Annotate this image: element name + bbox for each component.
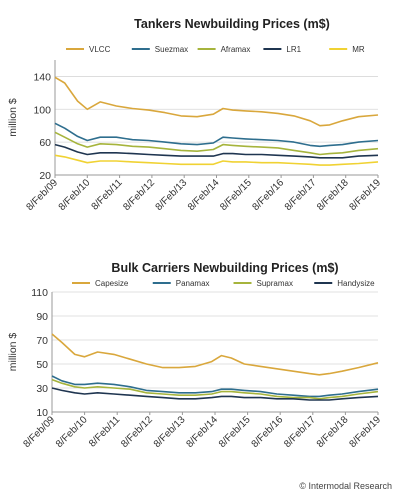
y-tick-label: 140 (33, 71, 51, 83)
series-line-capesize (51, 333, 379, 376)
y-tick-label: 100 (33, 104, 51, 116)
x-tick-label: 8/Feb/13 (154, 177, 190, 213)
series-line-aframax (54, 131, 379, 156)
y-tick-label: 10 (36, 407, 48, 419)
legend-label-suezmax: Suezmax (155, 45, 188, 54)
x-tick-label: 8/Feb/13 (152, 414, 188, 450)
x-tick-label: 8/Feb/14 (186, 177, 222, 213)
legend-label-capesize: Capesize (95, 279, 129, 288)
y-tick-label: 50 (36, 359, 48, 371)
legend-label-panamax: Panamax (176, 279, 210, 288)
x-tick-label: 8/Feb/15 (218, 177, 254, 213)
x-tick-label: 8/Feb/12 (121, 177, 157, 213)
x-tick-label: 8/Feb/15 (217, 414, 253, 450)
series-line-mr (54, 154, 379, 166)
series-line-handysize (51, 387, 379, 401)
y-tick-label: 110 (31, 287, 48, 299)
series-line-panamax (51, 375, 379, 398)
y-axis-label: million $ (7, 333, 19, 372)
legend-label-aframax: Aframax (221, 45, 251, 54)
series-line-supramax (51, 378, 379, 400)
y-tick-label: 20 (39, 170, 51, 182)
y-tick-label: 90 (36, 311, 48, 323)
x-tick-label: 8/Feb/09 (21, 414, 57, 450)
x-tick-label: 8/Feb/14 (184, 414, 220, 450)
x-tick-label: 8/Feb/16 (251, 177, 287, 213)
x-tick-label: 8/Feb/17 (282, 414, 318, 450)
x-tick-label: 8/Feb/11 (87, 414, 122, 449)
series-line-vlcc (54, 76, 379, 127)
x-tick-label: 8/Feb/16 (250, 414, 286, 450)
x-tick-label: 8/Feb/12 (119, 414, 155, 450)
legend-label-supramax: Supramax (257, 279, 293, 288)
x-tick-label: 8/Feb/19 (347, 177, 383, 213)
series-line-lr1 (54, 143, 379, 159)
x-tick-label: 8/Feb/18 (315, 414, 351, 450)
x-tick-label: 8/Feb/17 (283, 177, 319, 213)
legend-label-vlcc: VLCC (89, 45, 111, 54)
credit-text: © Intermodal Research (299, 481, 392, 491)
legend-label-handysize: Handysize (337, 279, 375, 288)
y-tick-label: 70 (36, 335, 48, 347)
series-line-suezmax (54, 122, 379, 148)
x-tick-label: 8/Feb/18 (315, 177, 351, 213)
tankers-chart: Tankers Newbuilding Prices (m$) VLCC Suezm… (7, 17, 383, 213)
x-tick-label: 8/Feb/11 (90, 177, 125, 212)
x-tick-label: 8/Feb/09 (24, 177, 60, 213)
y-tick-label: 30 (36, 383, 48, 395)
x-tick-label: 8/Feb/10 (54, 414, 90, 450)
x-tick-label: 8/Feb/10 (57, 177, 93, 213)
y-tick-label: 60 (39, 137, 51, 149)
chart-title: Tankers Newbuilding Prices (m$) (134, 17, 330, 31)
y-axis-label: million $ (7, 98, 19, 137)
legend-label-mr: MR (352, 45, 365, 54)
chart-title: Bulk Carriers Newbuilding Prices (m$) (111, 261, 338, 275)
legend-label-lr1: LR1 (286, 45, 301, 54)
x-tick-label: 8/Feb/19 (347, 414, 383, 450)
bulk-carriers-chart: Bulk Carriers Newbuilding Prices (m$) Cap… (7, 261, 383, 450)
